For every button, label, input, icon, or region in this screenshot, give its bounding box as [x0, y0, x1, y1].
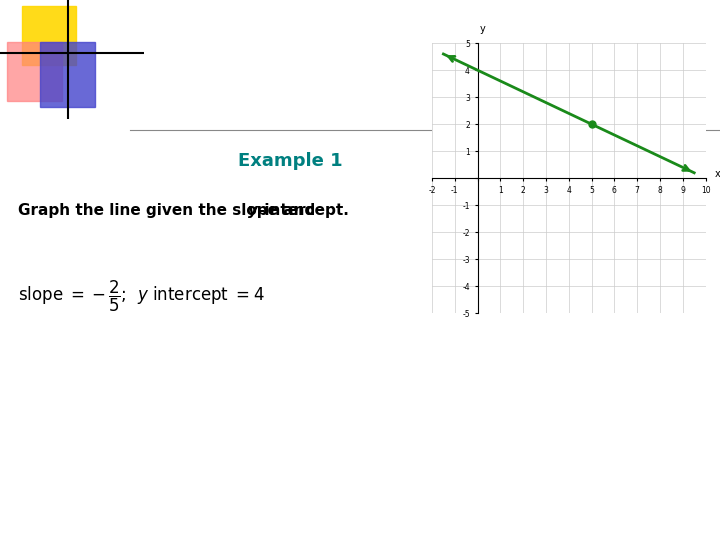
- Bar: [22, 6, 76, 65]
- Text: -intercept.: -intercept.: [258, 203, 349, 218]
- Text: Example 1: Example 1: [238, 152, 343, 171]
- Text: y: y: [480, 24, 485, 34]
- Text: Graph the line given the slope and: Graph the line given the slope and: [18, 203, 320, 218]
- Bar: [7, 42, 62, 101]
- Bar: [40, 42, 95, 107]
- Text: y: y: [248, 203, 258, 218]
- Text: slope $= -\dfrac{2}{5}$;  $y$ intercept $= 4$: slope $= -\dfrac{2}{5}$; $y$ intercept $…: [18, 279, 264, 314]
- Text: x: x: [715, 169, 720, 179]
